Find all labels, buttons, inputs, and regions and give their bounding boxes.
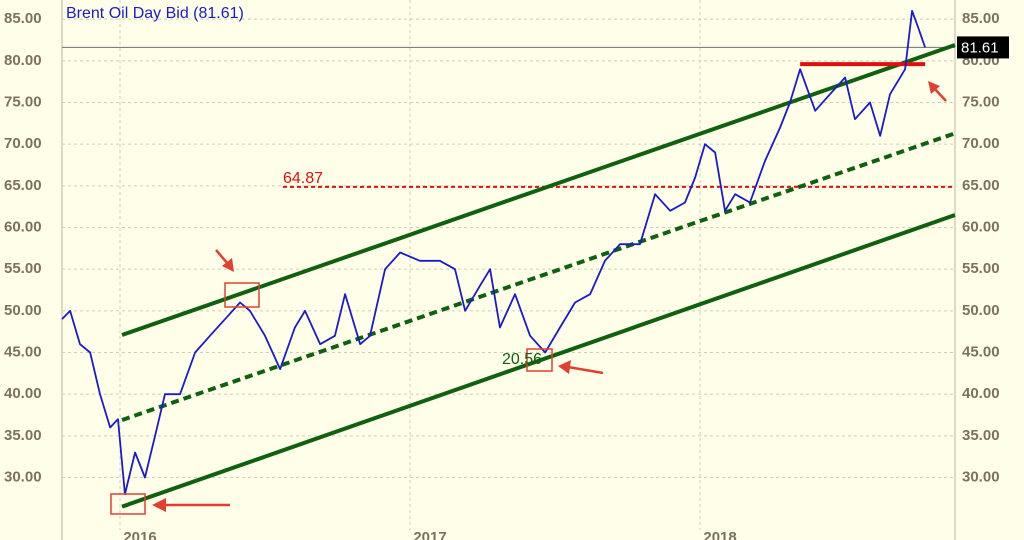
y-tick-label: 85.00 bbox=[4, 10, 42, 27]
y-tick-label-right: 85.00 bbox=[962, 10, 1000, 27]
annotation-label: 20.56 bbox=[502, 351, 542, 368]
y-tick-label-right: 65.00 bbox=[962, 177, 1000, 194]
y-tick-label-right: 45.00 bbox=[962, 343, 1000, 360]
y-tick-label: 70.00 bbox=[4, 135, 42, 152]
y-tick-label: 30.00 bbox=[4, 468, 42, 485]
y-tick-label-right: 60.00 bbox=[962, 218, 1000, 235]
x-tick-label: 2016 bbox=[123, 529, 156, 540]
y-tick-label: 45.00 bbox=[4, 343, 42, 360]
y-tick-label: 60.00 bbox=[4, 218, 42, 235]
annotation-arrows bbox=[152, 81, 947, 512]
trend-line bbox=[121, 43, 956, 337]
chart-title: Brent Oil Day Bid (81.61) bbox=[66, 5, 244, 22]
trend-line bbox=[121, 131, 956, 422]
level-label: 64.87 bbox=[283, 170, 323, 187]
last-value-box bbox=[957, 36, 1009, 59]
x-tick-label: 2018 bbox=[703, 529, 736, 540]
y-tick-label-right: 55.00 bbox=[962, 260, 1000, 277]
trend-line bbox=[121, 213, 956, 509]
y-tick-label-right: 30.00 bbox=[962, 468, 1000, 485]
y-tick-label: 80.00 bbox=[4, 52, 42, 69]
y-tick-label: 50.00 bbox=[4, 302, 42, 319]
y-tick-label: 40.00 bbox=[4, 385, 42, 402]
y-tick-label-right: 70.00 bbox=[962, 135, 1000, 152]
y-tick-label: 75.00 bbox=[4, 93, 42, 110]
x-tick-label: 2017 bbox=[413, 529, 446, 540]
y-tick-label-right: 75.00 bbox=[962, 93, 1000, 110]
y-tick-label: 55.00 bbox=[4, 260, 42, 277]
price-line bbox=[61, 9, 926, 496]
y-tick-label: 65.00 bbox=[4, 177, 42, 194]
y-tick-label: 35.00 bbox=[4, 427, 42, 444]
y-tick-label-right: 50.00 bbox=[962, 302, 1000, 319]
last-value-label: 81.61 bbox=[961, 39, 999, 56]
y-tick-label-right: 35.00 bbox=[962, 427, 1000, 444]
annotation-boxes bbox=[110, 282, 553, 515]
y-tick-label-right: 40.00 bbox=[962, 385, 1000, 402]
